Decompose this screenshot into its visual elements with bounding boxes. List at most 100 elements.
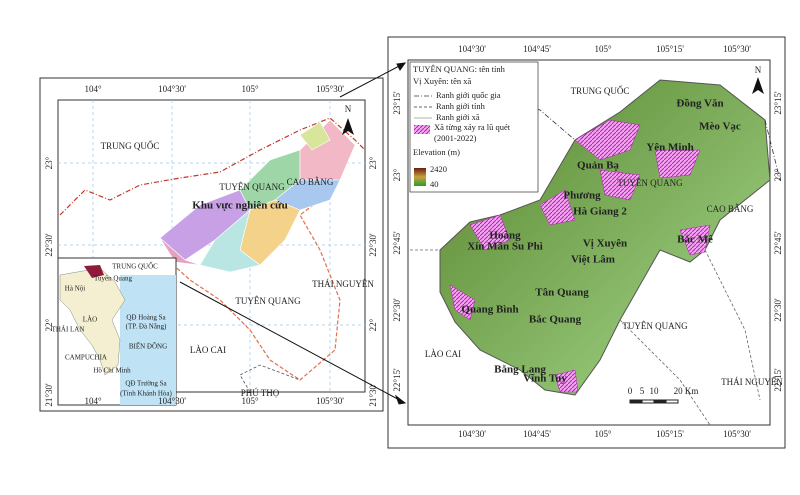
place-label: TUYÊN QUANG	[219, 182, 285, 192]
legend-elevation: Elevation (m)	[413, 147, 460, 157]
left-tick-label: 22°30'	[392, 298, 402, 322]
bottom-tick-label: 105°30'	[723, 429, 751, 439]
legend-flood-swatch	[414, 125, 430, 134]
place-label: Quản Bạ	[577, 160, 619, 172]
place-label: Xín Mần Su Phì	[467, 241, 543, 253]
inset-label: LÀO	[83, 316, 97, 324]
place-label: Mèo Vạc	[699, 121, 741, 133]
left-tick-label: 22°	[44, 318, 54, 331]
left-north-arrow	[342, 118, 354, 135]
north-label: N	[755, 65, 762, 75]
scale-label: 5	[640, 386, 645, 396]
right-tick-label: 23°	[773, 168, 783, 181]
left-tick-label: 22°15'	[392, 368, 402, 392]
top-tick-label: 105°30'	[723, 44, 751, 54]
inset-label: Hà Nội	[65, 285, 85, 293]
inset-label: CAMPUCHIA	[65, 354, 107, 362]
inset-label: (Tỉnh Khánh Hòa)	[120, 390, 172, 398]
left-tick-label: 21°30'	[44, 383, 54, 407]
place-label: THÁI NGUYÊN	[721, 377, 783, 387]
left-tick-label: 23°15'	[392, 91, 402, 115]
right-tick-label: 23°	[368, 156, 378, 169]
bottom-tick-label: 104°	[84, 396, 102, 406]
north-label: N	[345, 104, 352, 114]
right-tick-label: 22°15'	[773, 368, 783, 392]
place-label: CAO BẰNG	[287, 177, 334, 187]
right-tick-label: 22°30'	[368, 233, 378, 257]
top-tick-label: 105°30'	[316, 84, 344, 94]
legend-box	[409, 61, 539, 193]
right-tick-label: 22°45'	[773, 231, 783, 255]
inset-label: (TP. Đà Nẵng)	[126, 323, 167, 331]
legend-national-border: Ranh giới quốc gia	[436, 90, 501, 100]
place-label: CAO BẰNG	[707, 204, 754, 214]
place-label: Việt Lâm	[571, 254, 615, 266]
province-border	[239, 364, 301, 393]
flood-communes	[449, 119, 711, 393]
province-border	[169, 179, 341, 381]
top-tick-label: 105°15'	[656, 44, 684, 54]
left-tick-label: 22°30'	[44, 233, 54, 257]
bottom-tick-label: 104°30'	[458, 429, 486, 439]
top-tick-label: 105°	[241, 84, 259, 94]
top-tick-label: 105°	[594, 44, 612, 54]
scale-label: 20 Km	[674, 386, 699, 396]
legend-commune-border: Ranh giới xã	[436, 112, 480, 122]
place-label: Tân Quang	[535, 287, 589, 299]
place-label: Khu vực nghiên cứu	[192, 200, 287, 212]
bottom-tick-label: 105°	[594, 429, 612, 439]
legend-province-border: Ranh giới tỉnh	[436, 101, 486, 111]
place-label: LÀO CAI	[190, 345, 226, 355]
national-border	[59, 117, 366, 216]
legend-elevation-max: 2420	[430, 164, 447, 174]
top-tick-label: 104°30'	[158, 84, 186, 94]
scale-label: 0	[628, 386, 633, 396]
place-label: Hoàng	[489, 230, 521, 242]
place-label: Bắc Quang	[529, 314, 582, 326]
legend-flood: Xã từng xảy ra lũ quét	[434, 122, 511, 132]
place-label: TRUNG QUỐC	[571, 86, 630, 96]
province-border	[410, 249, 761, 426]
left-tick-label: 23°	[44, 156, 54, 169]
inset-label: TRUNG QUỐC	[112, 263, 158, 271]
study-area	[159, 119, 356, 273]
place-label: Bắc Mê	[677, 234, 713, 246]
place-label: THÁI NGUYÊN	[312, 279, 374, 289]
place-label: TUYÊN QUANG	[617, 178, 683, 188]
legend-flood-period: (2001-2022)	[434, 133, 477, 143]
inset-label: THÁI LAN	[52, 326, 85, 334]
top-tick-label: 104°	[84, 84, 102, 94]
place-label: TUYÊN QUANG	[622, 321, 688, 331]
bottom-tick-label: 104°45'	[523, 429, 551, 439]
connector-arrows	[179, 62, 407, 405]
right-north-arrow	[752, 77, 764, 94]
bottom-tick-label: 104°30'	[158, 396, 186, 406]
legend-province: TUYÊN QUANG: tên tỉnh	[413, 64, 506, 74]
inset-label: QĐ Hoàng Sa	[126, 314, 166, 322]
inset-label: Hồ Chí Minh	[93, 367, 131, 375]
place-label: TUYÊN QUANG	[235, 296, 301, 306]
place-label: Bằng Lang	[494, 364, 546, 376]
right-tick-label: 23°15'	[773, 91, 783, 115]
place-label: Phương	[563, 190, 601, 202]
bottom-tick-label: 105°30'	[316, 396, 344, 406]
place-label: Vĩnh Tuy	[523, 373, 567, 385]
inset-label: QĐ Trường Sa	[125, 380, 167, 388]
scale-label: 10	[650, 386, 660, 396]
top-tick-label: 104°30'	[458, 44, 486, 54]
place-label: Đồng Văn	[676, 98, 723, 110]
place-label: Vị Xuyên	[583, 238, 627, 250]
legend-elevation-min: 40	[430, 179, 439, 189]
inset-sea	[120, 275, 176, 405]
left-tick-label: 22°45'	[392, 231, 402, 255]
inset-label: Tuyên Quang	[94, 275, 133, 283]
place-label: Hà Giang 2	[573, 206, 627, 218]
place-label: PHÚ THỌ	[241, 388, 280, 398]
place-label: Yên Minh	[646, 142, 693, 154]
top-tick-label: 104°45'	[523, 44, 551, 54]
bottom-tick-label: 105°	[241, 396, 259, 406]
right-tick-label: 22°	[368, 318, 378, 331]
right-tick-label: 22°30'	[773, 298, 783, 322]
right-tick-label: 21°30'	[368, 383, 378, 407]
